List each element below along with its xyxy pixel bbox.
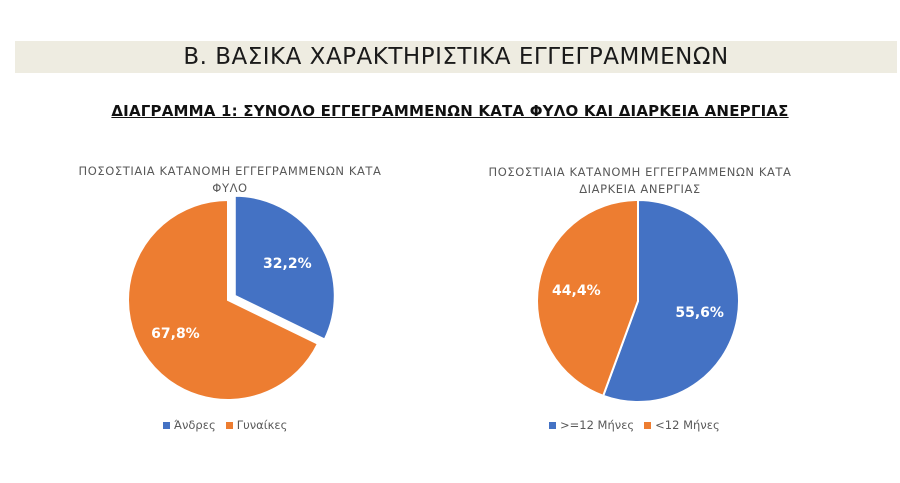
legend-item-long-term: >=12 Μήνες xyxy=(549,418,634,432)
section-title: Β. ΒΑΣΙΚΑ ΧΑΡΑΚΤΗΡΙΣΤΙΚΑ ΕΓΓΕΓΡΑΜΜΕΝΩΝ xyxy=(183,44,729,70)
chart-1-legend: Άνδρες Γυναίκες xyxy=(163,418,297,432)
chart-2-slice-0 xyxy=(601,198,740,403)
chart-1-slice-0 xyxy=(233,194,336,341)
legend-swatch-men xyxy=(163,421,170,429)
legend-label-women: Γυναίκες xyxy=(236,418,288,432)
chart-1-slice-1 xyxy=(127,198,320,401)
legend-label-men: Άνδρες xyxy=(174,418,216,432)
legend-label-long-term: >=12 Μήνες xyxy=(560,418,635,432)
section-banner: Β. ΒΑΣΙΚΑ ΧΑΡΑΚΤΗΡΙΣΤΙΚΑ ΕΓΓΕΓΡΑΜΜΕΝΩΝ xyxy=(15,41,897,73)
legend-item-men: Άνδρες xyxy=(163,418,216,432)
chart-2-title: ΠΟΣΟΣΤΙΑΙΑ ΚΑΤΑΝΟΜΗ ΕΓΓΕΓΡΑΜΜΕΝΩΝ ΚΑΤΑ Δ… xyxy=(465,164,815,198)
legend-swatch-long-term xyxy=(549,421,556,429)
legend-swatch-women xyxy=(225,421,233,429)
legend-item-women: Γυναίκες xyxy=(225,418,288,432)
chart-2-data-label-0: 55,6% xyxy=(675,305,724,321)
chart-1-data-label-1: 67,8% xyxy=(151,326,200,342)
diagram-title: ΔΙΑΓΡΑΜΜΑ 1: ΣΥΝΟΛΟ ΕΓΓΕΓΡΑΜΜΕΝΩΝ ΚΑΤΑ Φ… xyxy=(111,102,789,120)
legend-swatch-short-term xyxy=(644,421,652,429)
chart-1-title-line-2: ΦΥΛΟ xyxy=(212,181,248,195)
chart-1-title-line-1: ΠΟΣΟΣΤΙΑΙΑ ΚΑΤΑΝΟΜΗ ΕΓΓΕΓΡΑΜΜΕΝΩΝ ΚΑΤΑ xyxy=(78,164,382,178)
legend-label-short-term: <12 Μήνες xyxy=(655,418,720,432)
chart-2-data-label-1: 44,4% xyxy=(552,283,601,299)
chart-2-title-line-2: ΔΙΑΡΚΕΙΑ ΑΝΕΡΓΙΑΣ xyxy=(579,182,701,196)
chart-2-legend: >=12 Μήνες <12 Μήνες xyxy=(549,418,730,432)
chart-2-slice-1 xyxy=(536,198,639,398)
chart-2-title-line-1: ΠΟΣΟΣΤΙΑΙΑ ΚΑΤΑΝΟΜΗ ΕΓΓΕΓΡΑΜΜΕΝΩΝ ΚΑΤΑ xyxy=(488,165,792,179)
legend-item-short-term: <12 Μήνες xyxy=(644,418,720,432)
chart-1-data-label-0: 32,2% xyxy=(263,256,312,272)
chart-1-title: ΠΟΣΟΣΤΙΑΙΑ ΚΑΤΑΝΟΜΗ ΕΓΓΕΓΡΑΜΜΕΝΩΝ ΚΑΤΑ Φ… xyxy=(55,163,405,197)
